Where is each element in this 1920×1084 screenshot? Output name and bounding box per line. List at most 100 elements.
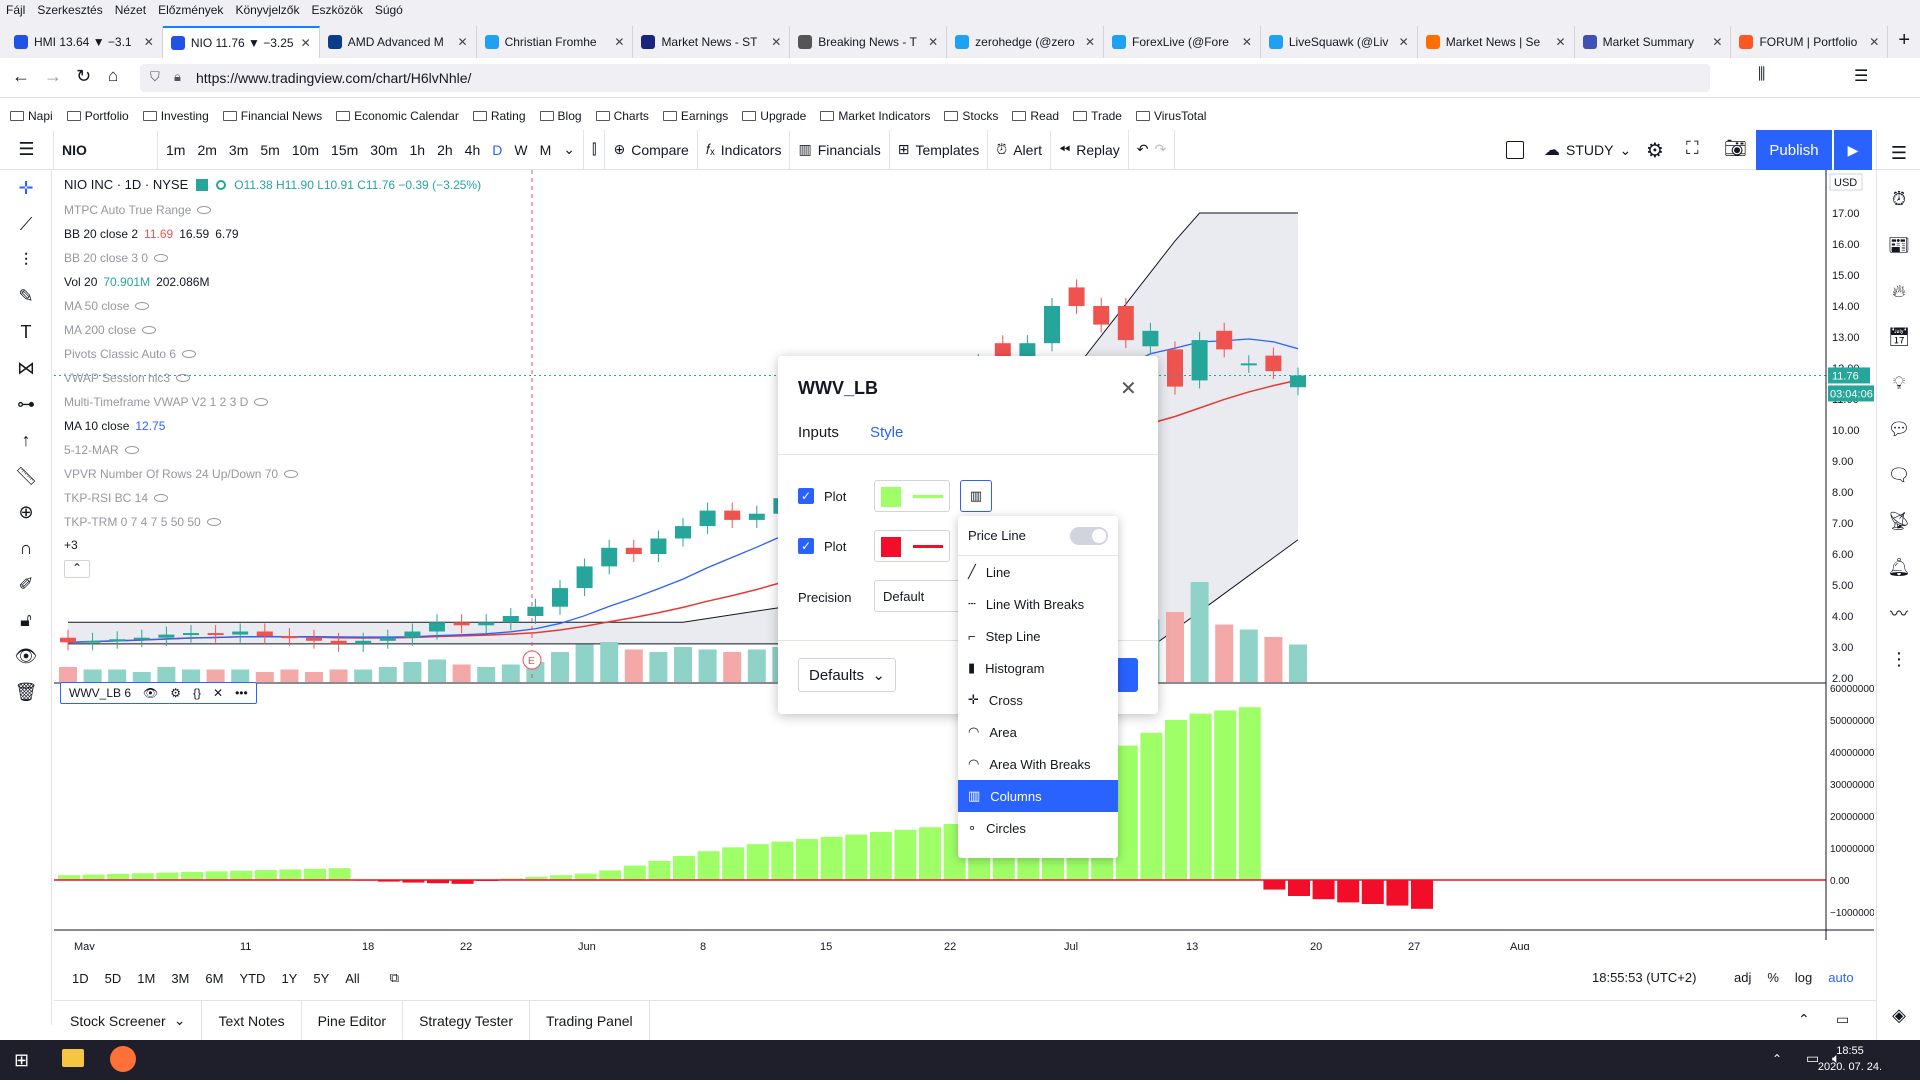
study-button[interactable]: ☁︎ STUDY ⌄ [1544,130,1631,170]
legend-row[interactable]: TKP-TRM 0 7 4 7 5 50 50 [64,515,221,529]
panel-tab[interactable]: Strategy Tester [403,1000,530,1041]
legend-row[interactable]: Multi-Timeframe VWAP V2 1 2 3 D [64,395,269,409]
layers-icon[interactable]: ◈ [1892,1004,1906,1025]
legend-row[interactable]: BB 20 close 3 0 [64,251,169,265]
chevron-up-icon[interactable]: ⌃ [1798,1011,1810,1027]
bookmark-item[interactable]: Stocks [944,109,998,123]
close-icon[interactable]: ✕ [213,686,224,700]
range-button[interactable]: 1M [137,970,156,986]
interval-1m[interactable]: 1m [166,141,186,158]
range-button[interactable]: 5D [104,970,122,986]
panel-tab[interactable]: Text Notes [202,1000,302,1041]
plot2-checkbox[interactable]: ✓ [798,538,814,554]
panel-tab[interactable]: Trading Panel [530,1000,650,1041]
financials-button[interactable]: ▥ Financials [790,129,890,170]
legend-row[interactable]: 5-12-MAR [64,443,139,457]
close-tab-icon[interactable]: ✕ [614,35,625,49]
plot-style-option[interactable]: ◠ Area With Breaks [958,748,1118,780]
calendar-icon[interactable]: 📅︎ [1887,326,1911,347]
forward-icon[interactable]: → [44,66,62,86]
text-icon[interactable]: T [20,321,32,342]
home-icon[interactable]: ⌂ [108,66,119,85]
browser-tab[interactable]: Breaking News - T ✕ [790,26,948,58]
crosshair-icon[interactable]: ✛ [18,177,34,198]
plot-style-option[interactable]: ▥ Columns [958,780,1118,812]
alert-button[interactable]: ⏰︎ Alert [988,129,1051,170]
hidden-eye-icon[interactable] [206,518,221,526]
browser-tab[interactable]: Market News - ST ✕ [633,26,791,58]
pulse-icon[interactable]: 〰 [1890,604,1908,624]
arrow-icon[interactable]: ↑ [21,429,31,450]
range-button[interactable]: 1D [72,970,89,986]
chart-canvas[interactable]: E18.0017.0016.0015.0014.0013.0012.0011.0… [54,170,1874,950]
eye-icon[interactable]: 👁︎ [14,645,38,666]
bookmark-item[interactable]: Napi [10,109,53,123]
close-tab-icon[interactable]: ✕ [1869,35,1880,49]
browser-tab[interactable]: Market News | Se ✕ [1418,26,1575,58]
file-explorer-icon[interactable] [62,1049,84,1067]
close-tab-icon[interactable]: ✕ [1084,35,1096,49]
streams-icon[interactable]: 🗨︎ [1887,464,1911,485]
browser-tab[interactable]: FORUM | Portfolio ✕ [1731,26,1889,58]
plot-style-option[interactable]: ┄ Line With Breaks [958,588,1118,620]
currency-badge[interactable] [1829,173,1863,191]
source-code-icon[interactable]: {} [193,686,202,700]
panel-tab[interactable]: Stock Screener ⌄ [54,1000,203,1041]
bookmark-item[interactable]: Market Indicators [820,109,930,123]
sub-indicator-legend[interactable]: WWV_LB 6 👁︎ ⚙ {} ✕ ••• [60,682,257,704]
close-tab-icon[interactable]: ✕ [457,35,468,49]
lock-drawing-icon[interactable]: ✐ [18,573,34,594]
browser-tab[interactable]: HMI 13.64 ▼ −3.1 ✕ [6,26,163,58]
bookmark-item[interactable]: Upgrade [742,109,806,123]
plot-style-option[interactable]: ╱ Line [958,556,1118,588]
close-icon[interactable]: ✕ [1120,378,1137,400]
watchlist-icon[interactable]: ☰ [1890,142,1908,163]
hidden-eye-icon[interactable] [142,326,157,334]
range-button[interactable]: All [345,970,360,986]
browser-tab[interactable]: Market Summary ✕ [1575,26,1732,58]
bookmark-item[interactable]: Portfolio [66,109,129,123]
url-bar[interactable]: ⛉ 🔒︎ https://www.tradingview.com/chart/H… [140,64,1710,92]
menu-item[interactable]: Előzmények [158,3,224,17]
scale-option[interactable]: log [1794,970,1813,985]
menu-item[interactable]: Fájl [6,3,26,17]
close-tab-icon[interactable]: ✕ [928,35,939,49]
new-tab-icon[interactable]: + [1898,29,1910,51]
defaults-button[interactable]: Defaults ⌄ [798,658,896,692]
alerts-clock-icon[interactable]: ⏰︎ [1891,188,1907,209]
legend-row[interactable]: MA 200 close [64,323,157,337]
hidden-eye-icon[interactable] [176,374,191,382]
legend-row[interactable]: VWAP Session hlc3 [64,371,191,385]
interval-2m[interactable]: 2m [197,141,217,158]
interval-4h[interactable]: 4h [464,141,481,158]
interval-30m[interactable]: 30m [370,141,398,158]
reload-icon[interactable]: ↻ [76,66,92,86]
bookmark-item[interactable]: Rating [472,109,526,123]
indicators-button[interactable]: 𝑓ₓ Indicators [698,129,791,170]
menu-item[interactable]: Eszközök [311,3,363,17]
bookmark-item[interactable]: Blog [539,109,582,123]
more-icon[interactable]: ••• [235,686,248,700]
scale-option[interactable]: % [1767,970,1779,985]
eye-icon[interactable]: 👁︎ [143,686,159,700]
close-tab-icon[interactable]: ✕ [771,35,782,49]
bookmark-item[interactable]: Trade [1073,109,1122,123]
close-tab-icon[interactable]: ✕ [143,35,154,49]
tab-inputs[interactable]: Inputs [798,424,839,441]
range-button[interactable]: 5Y [313,970,330,986]
bookmark-item[interactable]: Investing [142,109,209,123]
bookmark-item[interactable]: Financial News [222,109,322,123]
price-line-toggle[interactable] [1070,526,1108,545]
ideas-icon[interactable]: 💡︎ [1892,372,1906,393]
pattern-icon[interactable]: ⋈ [17,357,35,378]
settings-icon[interactable]: ⚙ [170,686,182,700]
legend-row[interactable]: MTPC Auto True Range [64,203,212,217]
browser-tab[interactable]: NIO 11.76 ▼ −3.25 ✕ [162,26,320,58]
maximize-icon[interactable]: ▭ [1836,1011,1850,1027]
redo-icon[interactable]: ↷ [1154,141,1167,157]
menu-item[interactable]: Súgó [374,3,403,17]
plot-style-option[interactable]: ◠ Area [958,716,1118,748]
goto-date-icon[interactable]: ⧉ [389,970,399,985]
bookmark-item[interactable]: Earnings [662,109,728,123]
trendline-icon[interactable]: ⟋ [19,213,33,234]
